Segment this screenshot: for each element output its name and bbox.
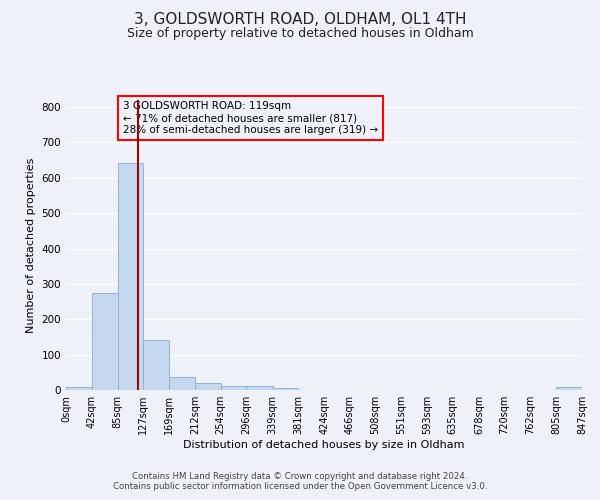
X-axis label: Distribution of detached houses by size in Oldham: Distribution of detached houses by size … [183,440,465,450]
Bar [247,386,272,390]
Bar [143,340,169,390]
Bar [118,162,143,390]
Bar [169,376,195,390]
Text: Contains public sector information licensed under the Open Government Licence v3: Contains public sector information licen… [113,482,487,491]
Text: Size of property relative to detached houses in Oldham: Size of property relative to detached ho… [127,28,473,40]
Bar [221,386,247,390]
Bar [195,383,221,390]
Bar [92,292,118,390]
Text: Contains HM Land Registry data © Crown copyright and database right 2024.: Contains HM Land Registry data © Crown c… [132,472,468,481]
Text: 3, GOLDSWORTH ROAD, OLDHAM, OL1 4TH: 3, GOLDSWORTH ROAD, OLDHAM, OL1 4TH [134,12,466,28]
Bar [66,387,92,390]
Text: 3 GOLDSWORTH ROAD: 119sqm
← 71% of detached houses are smaller (817)
28% of semi: 3 GOLDSWORTH ROAD: 119sqm ← 71% of detac… [123,102,378,134]
Bar [272,388,298,390]
Bar [556,387,582,390]
Y-axis label: Number of detached properties: Number of detached properties [26,158,36,332]
